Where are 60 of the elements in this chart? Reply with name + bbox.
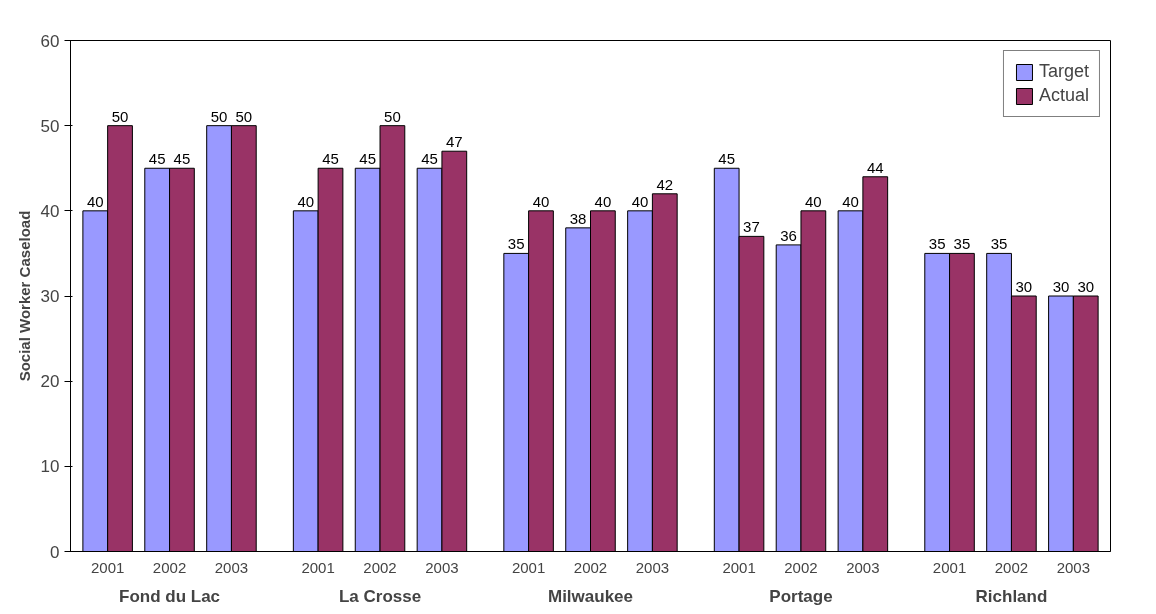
x-tick-label: 2003 [1056, 558, 1091, 576]
data-label: 50 [235, 107, 253, 125]
data-label: 35 [953, 235, 971, 253]
y-axis-title: Social Worker Caseload [15, 210, 33, 382]
data-label: 45 [148, 150, 166, 168]
legend-label: Target [1038, 61, 1089, 82]
data-label: 40 [842, 192, 859, 210]
data-label: 36 [780, 226, 797, 244]
x-tick-label: 2003 [425, 558, 459, 576]
y-tick-label: 60 [40, 31, 60, 51]
data-label: 45 [173, 150, 191, 168]
data-label: 50 [384, 107, 401, 125]
y-tick-label: 20 [40, 372, 60, 392]
y-tick-label: 0 [50, 542, 60, 562]
x-tick-label: 2001 [722, 558, 756, 576]
text: Fond du Lac [119, 586, 221, 606]
x-tick-label: 2001 [511, 558, 546, 576]
x-tick-label: 2002 [994, 558, 1029, 576]
x-tick-label: 2002 [363, 558, 397, 576]
text: Milwaukee [547, 586, 634, 606]
text: Richland [975, 586, 1048, 606]
data-label: 40 [297, 192, 315, 210]
text: Portage [769, 586, 833, 606]
data-label: 45 [322, 150, 339, 168]
data-label: 45 [359, 150, 376, 168]
x-tick-label: 2003 [214, 558, 249, 576]
data-label: 40 [86, 192, 104, 210]
text: La Crosse [338, 586, 422, 606]
data-label: 47 [445, 133, 463, 151]
x-tick-label: 2003 [635, 558, 670, 576]
data-label: 35 [507, 235, 525, 253]
data-label: 50 [210, 107, 228, 125]
data-label: 30 [1077, 278, 1095, 295]
x-tick-label: 2002 [784, 558, 818, 576]
data-label: 37 [743, 218, 760, 236]
x-tick-label: 2002 [152, 558, 187, 576]
data-label: 40 [805, 192, 822, 210]
data-label: 30 [1015, 278, 1033, 295]
data-label: 35 [928, 235, 946, 253]
data-label: 50 [111, 107, 129, 125]
x-tick-label: 2003 [846, 558, 880, 576]
data-label: 44 [866, 158, 884, 176]
data-label: 38 [569, 209, 587, 227]
legend-label: Actual [1038, 85, 1089, 106]
data-label: 45 [718, 150, 736, 168]
data-label: 40 [532, 192, 550, 210]
x-tick-label: 2001 [90, 558, 125, 576]
data-label: 42 [656, 175, 674, 193]
data-label: 45 [421, 150, 438, 168]
y-tick-label: 10 [40, 457, 60, 477]
y-tick-label: 30 [40, 287, 60, 306]
x-tick-label: 2001 [932, 558, 967, 576]
data-label: 40 [594, 192, 612, 210]
data-label: 30 [1052, 278, 1070, 295]
y-tick-label: 50 [40, 116, 60, 136]
y-tick-label: 40 [40, 201, 60, 221]
data-label: 35 [990, 235, 1008, 253]
data-label: 40 [631, 192, 649, 210]
x-tick-label: 2002 [573, 558, 608, 576]
x-tick-label: 2001 [301, 558, 335, 576]
